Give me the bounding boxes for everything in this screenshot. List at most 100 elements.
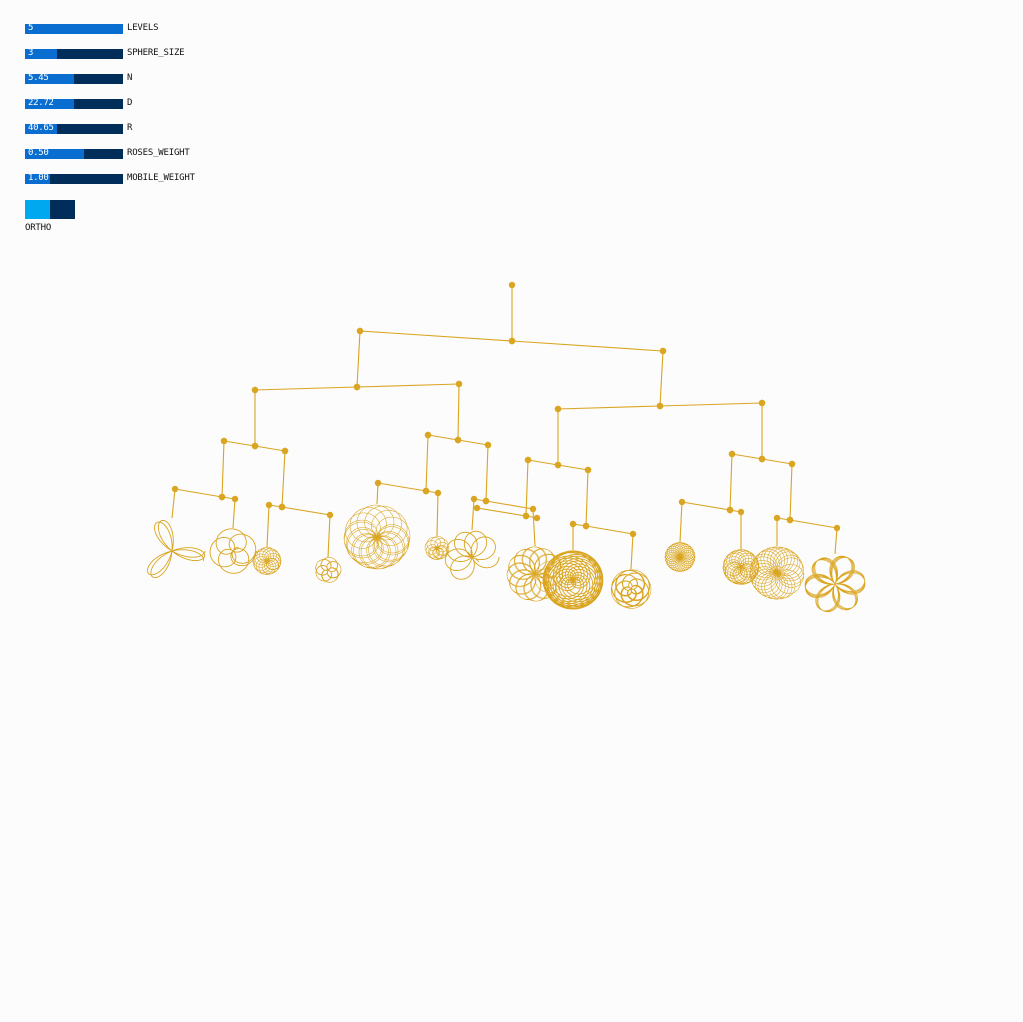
wire (476, 507, 527, 517)
joint-sphere (353, 383, 361, 391)
wire (729, 453, 733, 511)
joint-sphere (470, 495, 478, 503)
joint-sphere (533, 514, 541, 522)
wire (527, 459, 559, 466)
slider-mobile-weight-fill (25, 174, 50, 184)
rose-curve (610, 569, 652, 609)
slider-sphere-size-label: SPHERE_SIZE (127, 48, 185, 58)
wire (174, 488, 223, 498)
slider-r-label: R (127, 123, 133, 133)
rose-curve (444, 530, 500, 580)
joint-sphere (728, 450, 736, 458)
rose-curve (804, 555, 866, 613)
slider-sphere-size-track[interactable] (25, 49, 123, 59)
wire (281, 506, 331, 516)
rose-curve (542, 550, 604, 610)
joint-sphere (482, 497, 490, 505)
joint-sphere (374, 479, 382, 487)
joint-sphere (422, 487, 430, 495)
joint-sphere (786, 516, 794, 524)
joint-sphere (251, 386, 259, 394)
rose-curve (664, 542, 696, 572)
wire (356, 383, 460, 388)
joint-sphere (281, 447, 289, 455)
joint-sphere (434, 489, 442, 497)
joint-sphere (758, 399, 766, 407)
rose-curve (147, 519, 206, 579)
wire (761, 458, 793, 465)
rose-curve (315, 557, 342, 583)
wire (377, 482, 427, 492)
wire (232, 498, 236, 529)
rose-curve (424, 536, 450, 560)
wire (356, 330, 361, 388)
joint-sphere (508, 281, 516, 289)
wire (327, 514, 331, 558)
wire (436, 492, 439, 537)
joint-sphere (529, 505, 537, 513)
joint-sphere (424, 431, 432, 439)
slider-d-track[interactable] (25, 99, 123, 109)
rose-curve (749, 546, 805, 600)
wire (254, 386, 358, 391)
wire (659, 402, 763, 407)
joint-sphere (171, 485, 179, 493)
rose-curve (722, 549, 760, 585)
joint-sphere (326, 511, 334, 519)
mobile-wires (171, 285, 838, 570)
wire (525, 459, 529, 517)
joint-sphere (554, 461, 562, 469)
wire (485, 444, 489, 502)
joint-sphere (508, 337, 516, 345)
wire (679, 501, 683, 543)
slider-r-track[interactable] (25, 124, 123, 134)
joint-sphere (659, 347, 667, 355)
joint-sphere (473, 504, 481, 512)
wire (427, 434, 459, 441)
wire (359, 330, 513, 342)
slider-d-fill (25, 99, 74, 109)
joint-sphere (584, 466, 592, 474)
wire (223, 440, 256, 447)
joint-sphere (582, 522, 590, 530)
slider-mobile-weight-track[interactable] (25, 174, 123, 184)
wire (585, 525, 634, 535)
mobile-joints (171, 281, 841, 538)
wire (281, 450, 286, 508)
rose-curve (209, 528, 257, 574)
wire (511, 340, 664, 352)
wire (471, 498, 475, 531)
rose-curves (147, 504, 866, 613)
joint-sphere (265, 501, 273, 509)
wire (585, 469, 589, 527)
wire (171, 488, 176, 519)
joint-sphere (758, 455, 766, 463)
joint-sphere (554, 405, 562, 413)
ortho-toggle[interactable] (25, 200, 75, 219)
joint-sphere (218, 493, 226, 501)
joint-sphere (629, 530, 637, 538)
slider-n-track[interactable] (25, 74, 123, 84)
joint-sphere (737, 508, 745, 516)
joint-sphere (220, 437, 228, 445)
slider-mobile-weight-label: MOBILE_WEIGHT (127, 173, 195, 183)
wire (731, 453, 763, 460)
wire (557, 464, 589, 471)
joint-sphere (455, 380, 463, 388)
slider-r-fill (25, 124, 57, 134)
wire (681, 501, 731, 511)
joint-sphere (773, 514, 781, 522)
joint-sphere (454, 436, 462, 444)
slider-n-fill (25, 74, 74, 84)
slider-n-label: N (127, 73, 133, 83)
wire (532, 508, 536, 547)
wire (789, 463, 793, 521)
joint-sphere (656, 402, 664, 410)
joint-sphere (278, 503, 286, 511)
wire (834, 527, 838, 555)
joint-sphere (678, 498, 686, 506)
slider-roses-weight-label: ROSES_WEIGHT (127, 148, 190, 158)
wire (221, 440, 225, 498)
joint-sphere (788, 460, 796, 468)
